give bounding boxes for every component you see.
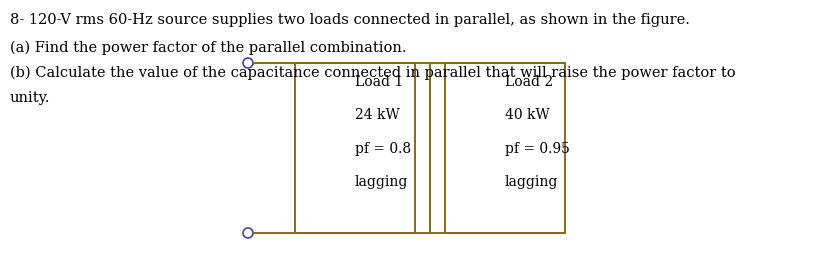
Text: Load 2: Load 2	[505, 75, 553, 89]
Text: unity.: unity.	[10, 91, 51, 105]
Text: (a) Find the power factor of the parallel combination.: (a) Find the power factor of the paralle…	[10, 41, 407, 55]
Text: (b) Calculate the value of the capacitance connected in parallel that will raise: (b) Calculate the value of the capacitan…	[10, 66, 735, 80]
Text: lagging: lagging	[355, 175, 409, 189]
Text: 40 kW: 40 kW	[505, 108, 550, 122]
Text: lagging: lagging	[505, 175, 558, 189]
Bar	[445, 63, 565, 233]
Text: 8- 120-V rms 60-Hz source supplies two loads connected in parallel, as shown in : 8- 120-V rms 60-Hz source supplies two l…	[10, 13, 690, 27]
Text: Load 1: Load 1	[355, 75, 404, 89]
Text: pf = 0.95: pf = 0.95	[505, 142, 570, 156]
Text: 24 kW: 24 kW	[355, 108, 399, 122]
Bar	[295, 63, 415, 233]
Text: pf = 0.8: pf = 0.8	[355, 142, 411, 156]
